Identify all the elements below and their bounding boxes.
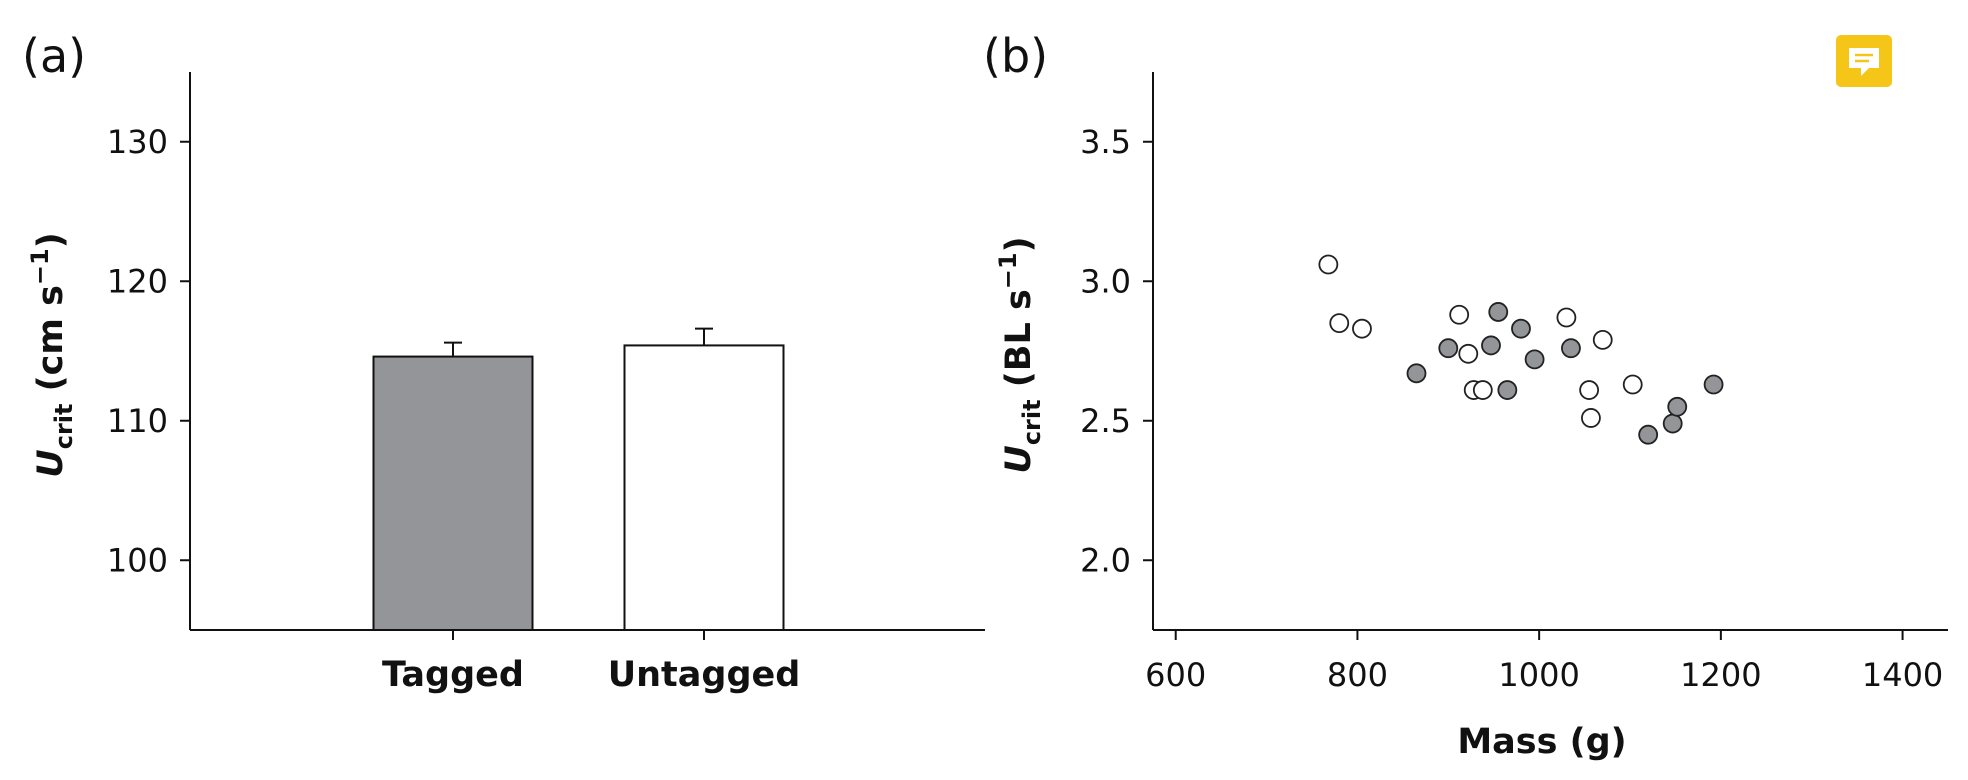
open-point <box>1592 329 1613 350</box>
open-point <box>1556 307 1577 328</box>
panel-b-y-axis-title: Ucrit (BL s−1) <box>994 236 1046 473</box>
panel-b-x-tick-label: 1200 <box>1680 656 1761 694</box>
panel-a-y-tick-label: 110 <box>107 402 168 440</box>
panel-a-y-title-unit: (cm s <box>31 285 71 403</box>
filled-point <box>1524 349 1545 370</box>
panel-b-y-title-sub: crit <box>1018 399 1046 445</box>
panel-a-bar-chart: (a) 100 110 120 130 Tagged Untagged Ucrit (c… <box>22 29 985 695</box>
panel-a-y-tick-label: 100 <box>107 541 168 579</box>
panel-b-x-ticks: 600 800 1000 1200 1400 <box>1145 630 1943 694</box>
filled-point <box>1703 374 1724 395</box>
category-label-untagged: Untagged <box>608 655 801 695</box>
open-point <box>1622 374 1643 395</box>
panel-b-points <box>1318 254 1724 445</box>
panel-b-y-tick-label: 3.5 <box>1080 123 1131 161</box>
filled-point <box>1662 413 1683 434</box>
panel-a-y-tick-label: 130 <box>107 123 168 161</box>
panel-b-y-title-close: ) <box>999 236 1039 252</box>
panel-b-x-tick-label: 800 <box>1327 656 1388 694</box>
panel-a-y-title-close: ) <box>31 232 71 248</box>
panel-b-label: (b) <box>983 29 1048 83</box>
open-point <box>1318 254 1339 275</box>
panel-b-scatter-chart: (b) 2.0 2.5 3.0 3.5 600 800 1000 1200 1400 Mass… <box>983 29 1948 762</box>
open-point <box>1579 380 1600 400</box>
panel-a-y-ticks: 100 110 120 130 <box>107 123 190 579</box>
bar-tagged <box>372 355 534 631</box>
panel-b-x-tick-label: 1400 <box>1862 656 1943 694</box>
panel-b-y-title-sup: −1 <box>994 252 1022 289</box>
panel-b-y-title-unit: (BL s <box>999 289 1039 399</box>
panel-b-y-tick-label: 2.5 <box>1080 402 1131 440</box>
filled-point <box>1497 380 1518 400</box>
filled-point <box>1438 338 1459 359</box>
open-point <box>1581 408 1601 428</box>
panel-b-y-tick-label: 3.0 <box>1080 262 1131 300</box>
panel-b-y-ticks: 2.0 2.5 3.0 3.5 <box>1080 123 1153 579</box>
panel-a-y-title-main: U <box>31 449 71 477</box>
comment-icon[interactable] <box>1836 35 1892 87</box>
panel-a-category-labels: Tagged Untagged <box>382 630 800 695</box>
filled-point <box>1511 318 1531 339</box>
filled-point <box>1488 302 1509 322</box>
panel-a-bars <box>372 327 785 631</box>
panel-a-y-title-sub: crit <box>50 404 78 450</box>
panel-a-y-tick-label: 120 <box>107 262 168 300</box>
category-label-tagged: Tagged <box>382 655 524 695</box>
filled-point <box>1561 338 1581 359</box>
open-point <box>1458 343 1479 364</box>
panel-b-x-tick-label: 1000 <box>1498 656 1579 694</box>
panel-a-y-axis-title: Ucrit (cm s−1) <box>26 232 78 477</box>
filled-point <box>1667 396 1688 417</box>
panel-b-x-tick-label: 600 <box>1145 656 1206 694</box>
panel-b-y-title-main: U <box>999 445 1039 473</box>
open-point <box>1329 313 1350 334</box>
filled-point <box>1406 363 1427 384</box>
panel-a-label: (a) <box>22 29 86 83</box>
filled-point <box>1481 335 1501 356</box>
open-point <box>1449 304 1470 325</box>
panel-a-y-title-sup: −1 <box>26 248 54 285</box>
filled-point <box>1638 424 1659 445</box>
open-point <box>1472 380 1493 400</box>
bar-untagged <box>623 344 785 631</box>
panel-b-y-tick-label: 2.0 <box>1080 541 1131 579</box>
panel-b-x-axis-title: Mass (g) <box>1457 722 1626 762</box>
open-point <box>1352 318 1372 339</box>
